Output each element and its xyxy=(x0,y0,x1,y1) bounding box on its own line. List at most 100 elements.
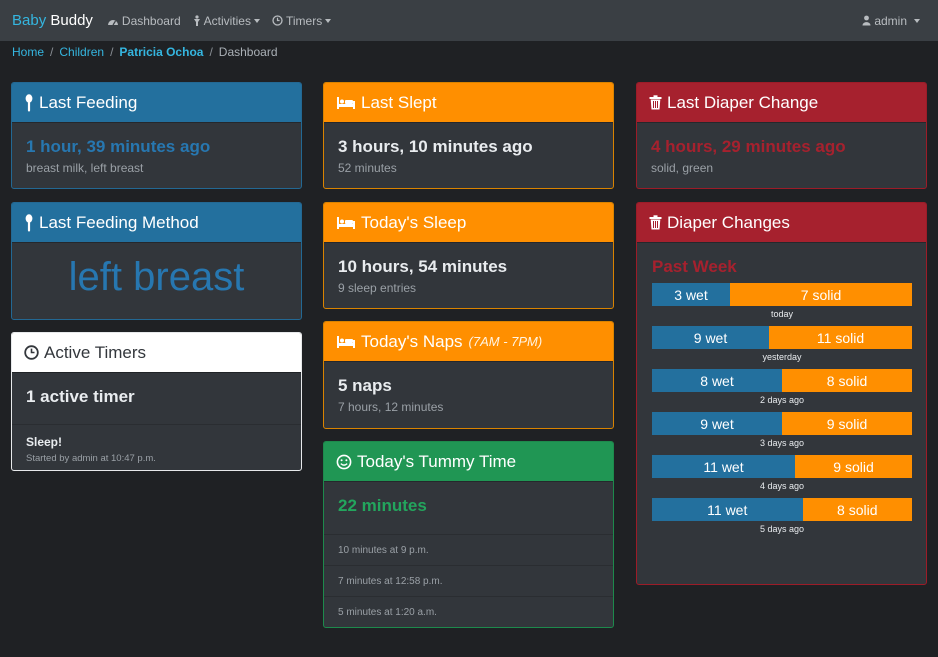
card-title: Today's Tummy Time xyxy=(357,451,517,471)
card-body: 22 minutes xyxy=(324,481,613,534)
clock-icon xyxy=(24,345,39,360)
clock-icon xyxy=(272,15,283,26)
trash-icon xyxy=(649,215,662,230)
diaper-bar-solid: 8 solid xyxy=(782,369,912,392)
card-todays-sleep[interactable]: Today's Sleep 10 hours, 54 minutes 9 sle… xyxy=(323,202,614,309)
todays-naps-value: 5 naps xyxy=(338,376,392,395)
todays-sleep-value: 10 hours, 54 minutes xyxy=(338,257,508,276)
dashboard-icon xyxy=(107,19,118,25)
nav-activities[interactable]: Activities xyxy=(193,14,260,28)
last-diaper-detail: solid, green xyxy=(651,161,714,175)
diaper-bar-label: 2 days ago xyxy=(759,395,805,405)
card-title: Last Slept xyxy=(361,92,437,112)
card-body: 10 hours, 54 minutes 9 sleep entries xyxy=(324,242,613,295)
todays-naps-detail: 7 hours, 12 minutes xyxy=(338,400,444,414)
bed-icon xyxy=(337,335,355,348)
diaper-bar-label: today xyxy=(770,309,794,319)
chevron-down-icon xyxy=(325,18,332,23)
breadcrumb-home[interactable]: Home xyxy=(12,45,45,59)
list-item: 5 minutes at 1:20 a.m. xyxy=(324,596,613,627)
activities-icon xyxy=(193,14,200,26)
card-title: Diaper Changes xyxy=(667,212,790,232)
card-header: Last Diaper Change xyxy=(637,83,926,122)
card-title: Last Diaper Change xyxy=(667,92,819,112)
diaper-bar-wet: 8 wet xyxy=(652,369,782,392)
card-tummy-time[interactable]: Today's Tummy Time 22 minutes 10 minutes… xyxy=(323,441,614,628)
card-header: Last Feeding xyxy=(12,83,301,122)
breadcrumb: Home / Children / Patricia Ochoa / Dashb… xyxy=(12,45,278,59)
chevron-down-icon xyxy=(253,18,260,23)
smile-icon xyxy=(336,454,352,469)
card-active-timers[interactable]: Active Timers 1 active timer Sleep! Star… xyxy=(11,332,302,471)
nav-timers[interactable]: Timers xyxy=(272,13,332,28)
card-title: Active Timers xyxy=(44,342,147,362)
user-menu-label: admin xyxy=(874,13,907,28)
diaper-bar-solid: 8 solid xyxy=(802,498,912,521)
card-todays-naps[interactable]: Today's Naps (7AM - 7PM) 5 naps 7 hours,… xyxy=(323,321,614,429)
active-timer-count: 1 active timer xyxy=(26,387,135,406)
breadcrumb-separator: / xyxy=(50,45,54,59)
card-title: Last Feeding Method xyxy=(39,212,199,232)
bed-icon xyxy=(337,96,355,109)
diaper-bar-solid: 9 solid xyxy=(782,412,912,435)
brand-logo[interactable]: Baby Buddy xyxy=(12,12,93,29)
card-diaper-changes[interactable]: Diaper Changes Past Week 3 wet 7 solid tod… xyxy=(636,202,927,585)
diaper-bar: 9 wet 9 solid xyxy=(652,412,912,435)
diaper-bar-wet: 11 wet xyxy=(652,455,795,478)
diaper-bar-label: 4 days ago xyxy=(759,481,805,491)
card-title: Last Feeding xyxy=(39,92,138,112)
card-header: Today's Sleep xyxy=(324,203,613,242)
diaper-bar-wet: 9 wet xyxy=(652,412,782,435)
last-slept-detail: 52 minutes xyxy=(338,161,397,175)
diaper-bar: 9 wet 11 solid xyxy=(652,326,912,349)
card-body: 5 naps 7 hours, 12 minutes xyxy=(324,361,613,414)
breadcrumb-child[interactable]: Patricia Ochoa xyxy=(119,45,204,59)
brand-text-baby: Baby xyxy=(12,12,47,29)
user-menu[interactable]: admin xyxy=(862,14,920,28)
breadcrumb-separator: / xyxy=(110,45,114,59)
diaper-bar-wet: 9 wet xyxy=(652,326,769,349)
diaper-period-title: Past Week xyxy=(652,257,737,276)
todays-sleep-detail: 9 sleep entries xyxy=(338,281,417,295)
diaper-bar-wet: 11 wet xyxy=(652,498,803,521)
bed-icon xyxy=(337,216,355,229)
card-body: 3 hours, 10 minutes ago 52 minutes xyxy=(324,122,613,175)
card-header: Diaper Changes xyxy=(637,203,926,242)
last-feeding-detail: breast milk, left breast xyxy=(26,161,144,175)
last-slept-value: 3 hours, 10 minutes ago xyxy=(338,137,533,156)
card-header: Last Slept xyxy=(324,83,613,122)
card-body: left breast xyxy=(12,242,301,300)
timer-list-item[interactable]: Sleep! Started by admin at 10:47 p.m. xyxy=(12,424,301,464)
chevron-down-icon xyxy=(914,18,920,23)
last-feeding-value: 1 hour, 39 minutes ago xyxy=(26,137,211,156)
card-body: 1 active timer xyxy=(12,372,301,424)
timer-name: Sleep! xyxy=(26,435,63,449)
card-subtitle: (7AM - 7PM) xyxy=(468,334,543,349)
card-title: Today's Sleep xyxy=(361,212,467,232)
card-body: Past Week 3 wet 7 solid today 9 wet 11 solid… xyxy=(637,242,926,534)
diaper-bar: 11 wet 9 solid xyxy=(652,455,912,478)
nav-timers-label: Timers xyxy=(285,13,323,28)
breadcrumb-current: Dashboard xyxy=(218,45,278,59)
card-header: Active Timers xyxy=(12,333,301,372)
card-last-slept[interactable]: Last Slept 3 hours, 10 minutes ago 52 mi… xyxy=(323,82,614,189)
diaper-bar: 8 wet 8 solid xyxy=(652,369,912,392)
diaper-bar-label: 5 days ago xyxy=(759,524,805,534)
card-body: 1 hour, 39 minutes ago breast milk, left… xyxy=(12,122,301,175)
card-last-feeding-method[interactable]: Last Feeding Method left breast xyxy=(11,202,302,320)
card-header: Today's Tummy Time xyxy=(324,442,613,481)
nav-dashboard[interactable]: Dashboard xyxy=(107,14,181,28)
card-last-diaper-change[interactable]: Last Diaper Change 4 hours, 29 minutes a… xyxy=(636,82,927,189)
timer-detail: Started by admin at 10:47 p.m. xyxy=(26,453,156,464)
diaper-week-list: 3 wet 7 solid today 9 wet 11 solid yesterday 8… xyxy=(652,283,912,534)
card-last-feeding[interactable]: Last Feeding 1 hour, 39 minutes ago brea… xyxy=(11,82,302,189)
brand-text-buddy: Buddy xyxy=(50,12,93,29)
card-header: Today's Naps (7AM - 7PM) xyxy=(324,322,613,361)
spoon-icon xyxy=(25,93,33,111)
diaper-bar: 11 wet 8 solid xyxy=(652,498,912,521)
breadcrumb-separator: / xyxy=(209,45,213,59)
nav-dashboard-label: Dashboard xyxy=(121,13,181,28)
diaper-bar-label: 3 days ago xyxy=(759,438,805,448)
diaper-bar-solid: 11 solid xyxy=(769,326,912,349)
breadcrumb-children[interactable]: Children xyxy=(59,45,105,59)
